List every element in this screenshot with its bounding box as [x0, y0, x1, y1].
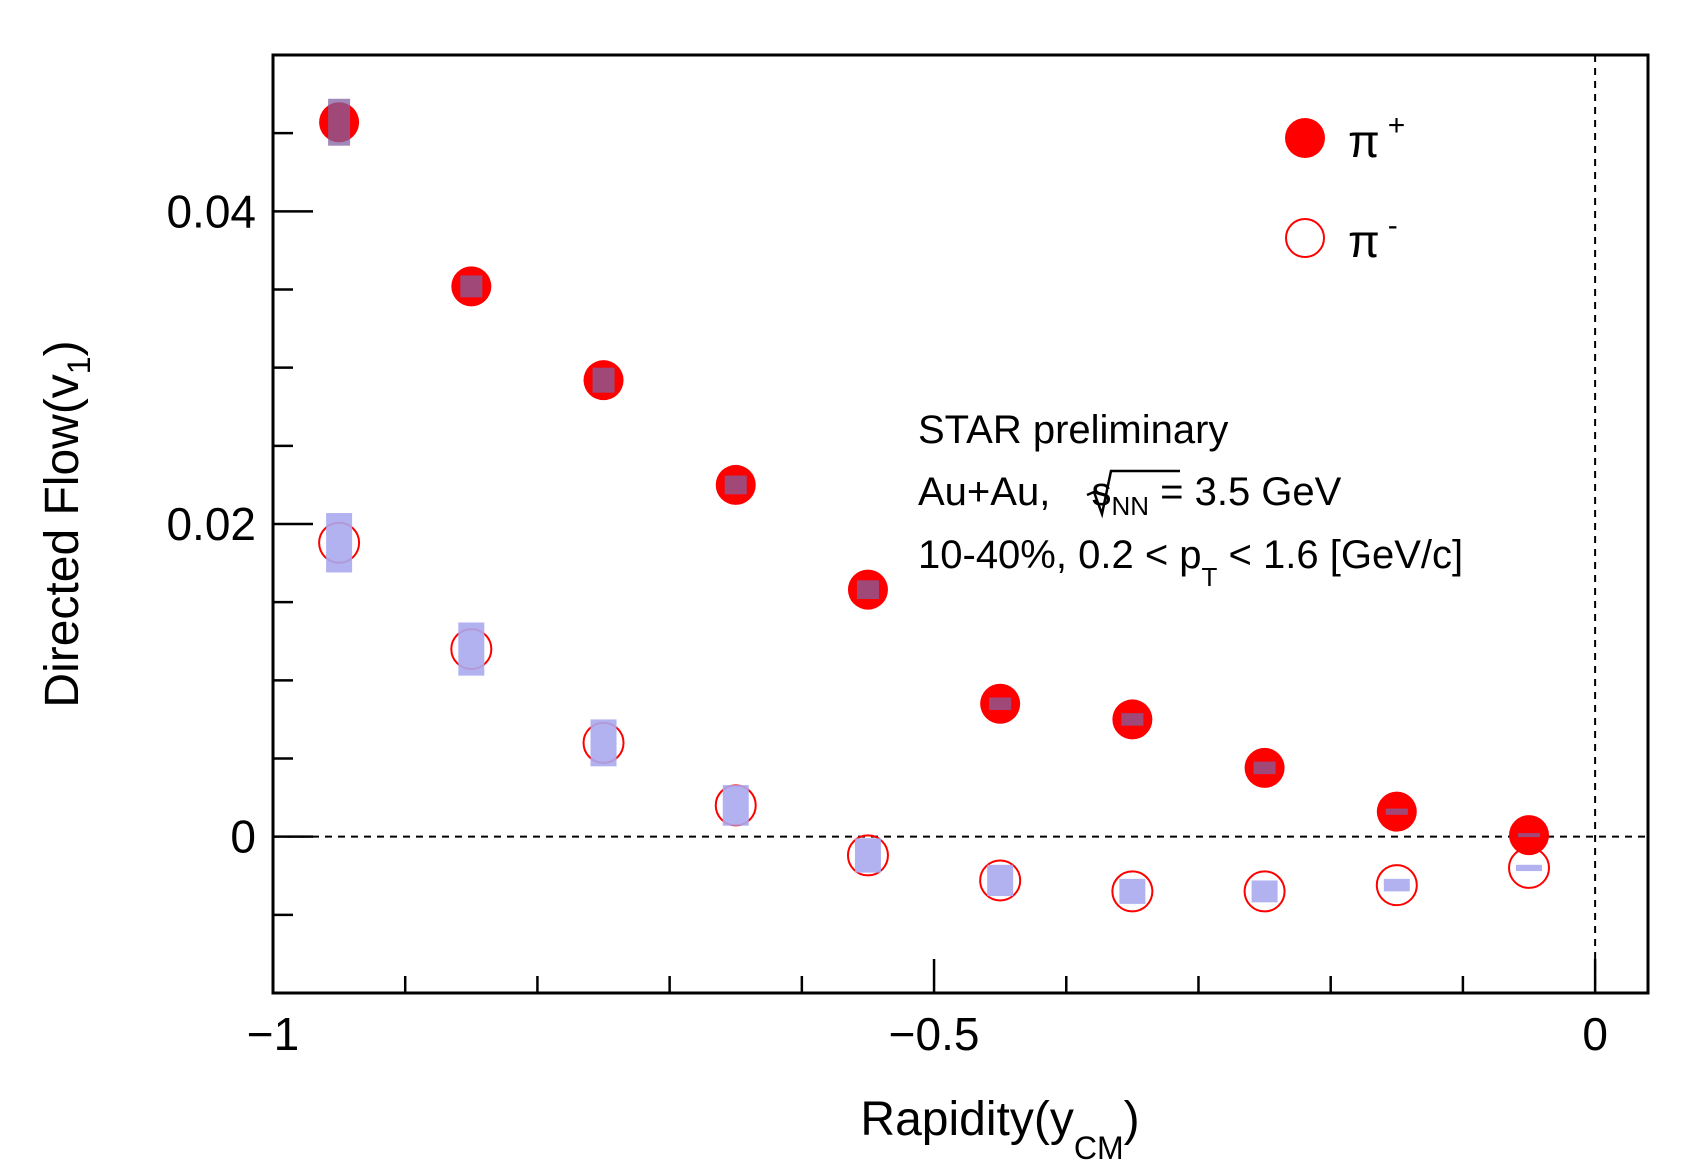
point-pi-minus — [846, 834, 889, 877]
sqrt-symbol — [1086, 469, 1180, 519]
point-pi-minus — [1111, 870, 1154, 913]
syst-box-pi-plus — [1121, 713, 1144, 726]
point-pi-minus — [1243, 870, 1286, 913]
y-axis-title-main: Directed Flow(v — [36, 374, 89, 707]
syst-box-pi-minus — [722, 785, 749, 826]
legend-marker-pi-plus — [1285, 118, 1325, 158]
y-tick-label: 0.04 — [166, 185, 256, 237]
legend-label-pi-plus: π + — [1348, 109, 1405, 167]
tick-layer: −1 −0.5 0 0 0.02 0.04 — [166, 53, 1608, 1060]
annotation-line-3: 10-40%, 0.2 < pT < 1.6 [GeV/c] — [918, 533, 1463, 592]
legend: π + π- — [1285, 109, 1405, 267]
syst-box-pi-minus — [1251, 880, 1278, 903]
legend-label-pi-minus: π- — [1348, 209, 1398, 267]
syst-box-pi-plus — [1385, 808, 1408, 815]
legend-marker-pi-minus — [1285, 218, 1325, 258]
x-axis-title-sub: CM — [1074, 1130, 1124, 1166]
syst-box-pi-minus — [458, 622, 485, 676]
plot-frame — [271, 53, 1650, 995]
reference-lines — [273, 55, 1648, 993]
syst-box-pi-plus — [460, 275, 483, 298]
syst-box-pi-plus — [1253, 761, 1276, 775]
point-pi-minus — [1375, 864, 1418, 907]
syst-box-pi-plus — [724, 475, 747, 495]
annotation-line-1: STAR preliminary — [918, 408, 1228, 452]
y-axis-title-sub: 1 — [61, 356, 97, 374]
point-pi-minus — [979, 859, 1022, 902]
x-tick-label: 0 — [1582, 1008, 1608, 1060]
syst-box-pi-plus — [1518, 833, 1541, 838]
syst-box-pi-minus — [326, 513, 353, 573]
y-axis-title: Directed Flow(v1) — [36, 340, 97, 707]
syst-box-pi-plus — [592, 367, 615, 393]
annotation: STAR preliminary Au+Au, sNN = 3.5 GeV 10… — [918, 408, 1463, 592]
x-axis-title-close: ) — [1124, 1093, 1140, 1146]
syst-box-pi-minus — [1119, 878, 1146, 904]
x-axis-title: Rapidity(yCM) — [860, 1093, 1139, 1166]
annotation-line-2: Au+Au, sNN = 3.5 GeV — [918, 470, 1342, 521]
y-tick-label: 0 — [230, 811, 256, 863]
systematic-boxes — [326, 98, 1543, 904]
syst-box-pi-minus — [590, 719, 617, 767]
syst-box-pi-minus — [1516, 864, 1543, 872]
syst-box-pi-minus — [987, 864, 1014, 897]
syst-box-pi-plus — [989, 697, 1012, 711]
y-axis-title-close: ) — [36, 340, 89, 356]
syst-box-pi-minus — [854, 838, 881, 873]
y-tick-label: 0.02 — [166, 498, 256, 550]
x-axis-title-main: Rapidity(y — [860, 1093, 1073, 1146]
syst-box-pi-plus — [328, 98, 351, 146]
point-pi-minus — [1508, 846, 1551, 889]
x-tick-label: −0.5 — [889, 1008, 980, 1060]
syst-box-pi-plus — [856, 580, 879, 600]
x-tick-label: −1 — [247, 1008, 299, 1060]
syst-box-pi-minus — [1383, 878, 1410, 892]
